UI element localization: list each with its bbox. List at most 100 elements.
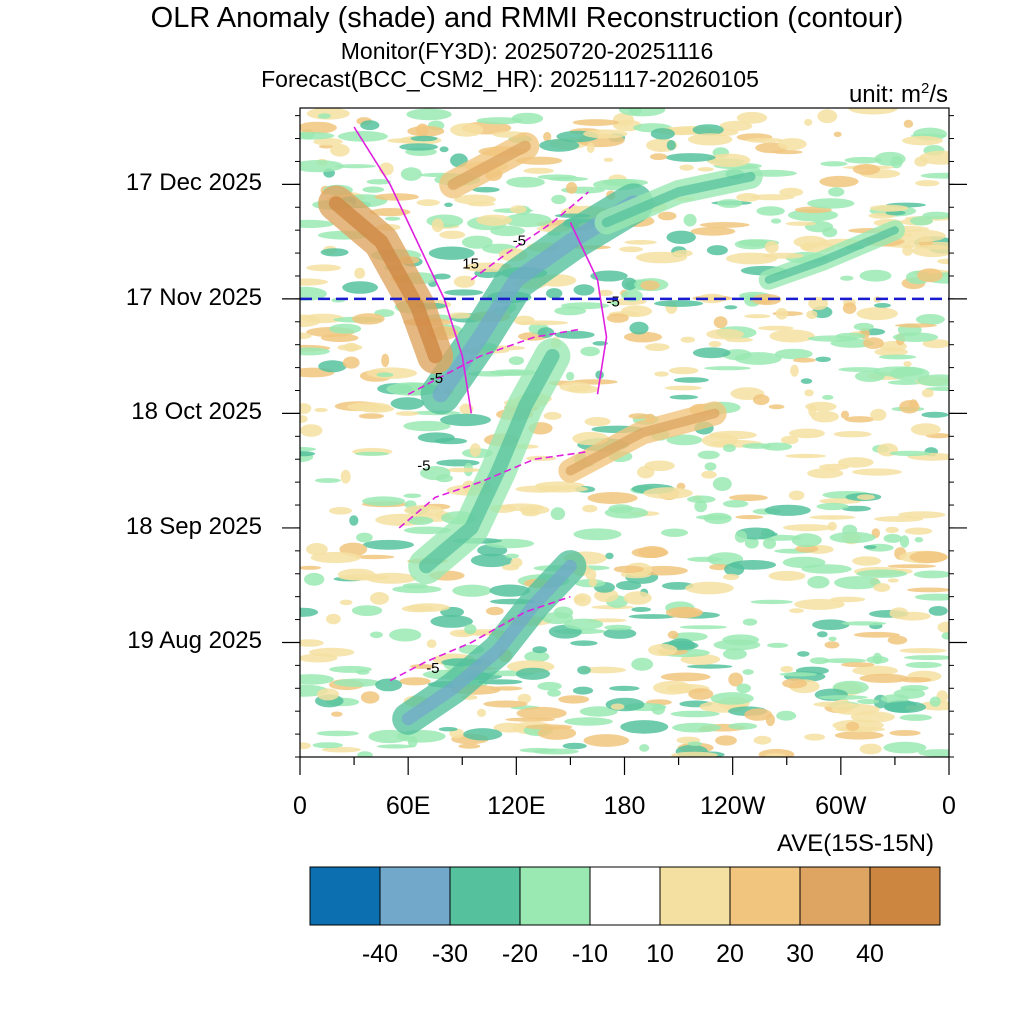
anomaly-speckle: [762, 252, 804, 259]
anomaly-speckle: [672, 722, 721, 733]
anomaly-speckle: [580, 346, 600, 357]
colorbar-label: 20: [716, 940, 744, 968]
anomaly-speckle: [899, 535, 910, 548]
anomaly-speckle: [928, 606, 948, 616]
anomaly-speckle: [300, 286, 327, 301]
anomaly-speckle: [470, 553, 513, 568]
anomaly-speckle: [375, 678, 403, 692]
axis-ticks: [282, 115, 967, 775]
anomaly-speckle: [929, 696, 941, 707]
anomaly-speckle: [807, 468, 844, 479]
anomaly-speckle: [566, 182, 578, 194]
anomaly-speckle: [595, 370, 604, 380]
anomaly-speckle: [788, 490, 805, 501]
anomaly-speckle: [300, 742, 311, 750]
anomaly-speckle: [359, 405, 395, 413]
anomaly-speckle: [300, 674, 334, 685]
anomaly-speckle: [428, 246, 475, 260]
anomaly-speckle: [772, 150, 803, 155]
anomaly-speckle: [453, 275, 476, 288]
anomaly-speckle: [809, 657, 830, 665]
anomaly-speckle: [510, 205, 527, 214]
anomaly-speckle: [300, 314, 321, 328]
anomaly-speckle: [506, 176, 545, 188]
anomaly-speckle: [573, 284, 595, 296]
anomaly-speckle: [401, 605, 434, 613]
anomaly-speckle: [623, 591, 652, 605]
anomaly-speckle: [637, 465, 655, 479]
colorbar-box: [379, 866, 451, 926]
anomaly-speckle: [680, 336, 695, 343]
y-tick-label: 19 Aug 2025: [127, 627, 262, 655]
anomaly-speckle: [800, 378, 813, 384]
anomaly-speckle: [505, 553, 519, 559]
anomaly-speckle: [403, 420, 451, 432]
anomaly-speckle: [620, 720, 669, 734]
anomaly-speckle: [777, 138, 807, 151]
anomaly-speckle: [780, 666, 793, 673]
anomaly-speckle: [937, 258, 949, 265]
anomaly-speckle: [874, 347, 908, 357]
anomaly-speckle: [395, 411, 419, 416]
anomaly-speckle: [623, 331, 663, 343]
anomaly-speckle: [519, 747, 557, 753]
anomaly-speckle: [807, 575, 830, 589]
anomaly-speckle: [502, 564, 520, 571]
anomaly-speckle: [910, 216, 933, 226]
anomaly-speckle: [859, 269, 892, 282]
anomaly-speckle: [913, 570, 949, 579]
anomaly-speckle: [701, 470, 717, 479]
forecast-subtitle: Forecast(BCC_CSM2_HR): 20251117-20260105: [261, 66, 759, 92]
anomaly-speckle: [559, 381, 592, 392]
anomaly-speckle: [833, 131, 842, 137]
anomaly-speckle: [793, 357, 816, 363]
anomaly-speckle: [469, 443, 481, 457]
anomaly-speckle: [856, 569, 908, 578]
convective-band-mid-core: [419, 348, 560, 574]
anomaly-speckle: [775, 308, 789, 320]
anomaly-speckle: [853, 631, 901, 638]
anomaly-speckle: [692, 124, 724, 136]
anomaly-speckle: [554, 330, 595, 339]
anomaly-speckle: [837, 457, 874, 468]
anomaly-speckle: [318, 113, 331, 119]
anomaly-speckle: [362, 496, 406, 507]
anomaly-speckle: [613, 565, 644, 573]
anomaly-speckle: [384, 216, 401, 221]
anomaly-speckle: [628, 413, 650, 419]
anomaly-speckle: [699, 222, 750, 228]
anomaly-speckle: [551, 194, 567, 205]
convective-band-early-core: [401, 559, 577, 726]
anomaly-speckle: [768, 570, 806, 581]
anomaly-speckle: [537, 681, 562, 691]
monitor-subtitle: Monitor(FY3D): 20250720-20251116: [340, 38, 714, 64]
anomaly-speckle: [610, 703, 625, 710]
anomaly-speckle: [349, 515, 359, 526]
anomaly-speckle: [903, 119, 914, 128]
anomaly-speckle: [722, 648, 747, 660]
anomaly-speckle: [657, 211, 677, 221]
rmmi-neg-5a: [470, 191, 589, 281]
anomaly-speckle: [887, 564, 937, 569]
anomaly-speckle: [362, 539, 414, 550]
colorbar-box: [659, 866, 731, 926]
anomaly-speckle: [889, 730, 921, 736]
east-pacific-wet-core: [764, 226, 899, 284]
anomaly-speckle: [392, 585, 442, 594]
anomaly-speckle: [631, 657, 654, 671]
anomaly-speckle: [687, 741, 703, 747]
anomaly-speckle: [690, 226, 736, 236]
anomaly-speckle: [316, 688, 340, 701]
anomaly-speckle: [489, 584, 531, 597]
anomaly-speckle: [354, 451, 389, 456]
anomaly-speckle: [615, 580, 642, 591]
anomaly-speckle: [577, 665, 591, 675]
anomaly-speckle: [704, 366, 751, 371]
anomaly-speckle: [806, 310, 818, 319]
anomaly-speckle: [300, 160, 344, 173]
anomaly-speckle: [771, 218, 782, 224]
anomaly-speckle: [358, 413, 384, 419]
anomaly-speckle: [729, 560, 777, 570]
anomaly-speckle: [822, 394, 834, 400]
pacific-wet-band-core: [601, 171, 756, 228]
